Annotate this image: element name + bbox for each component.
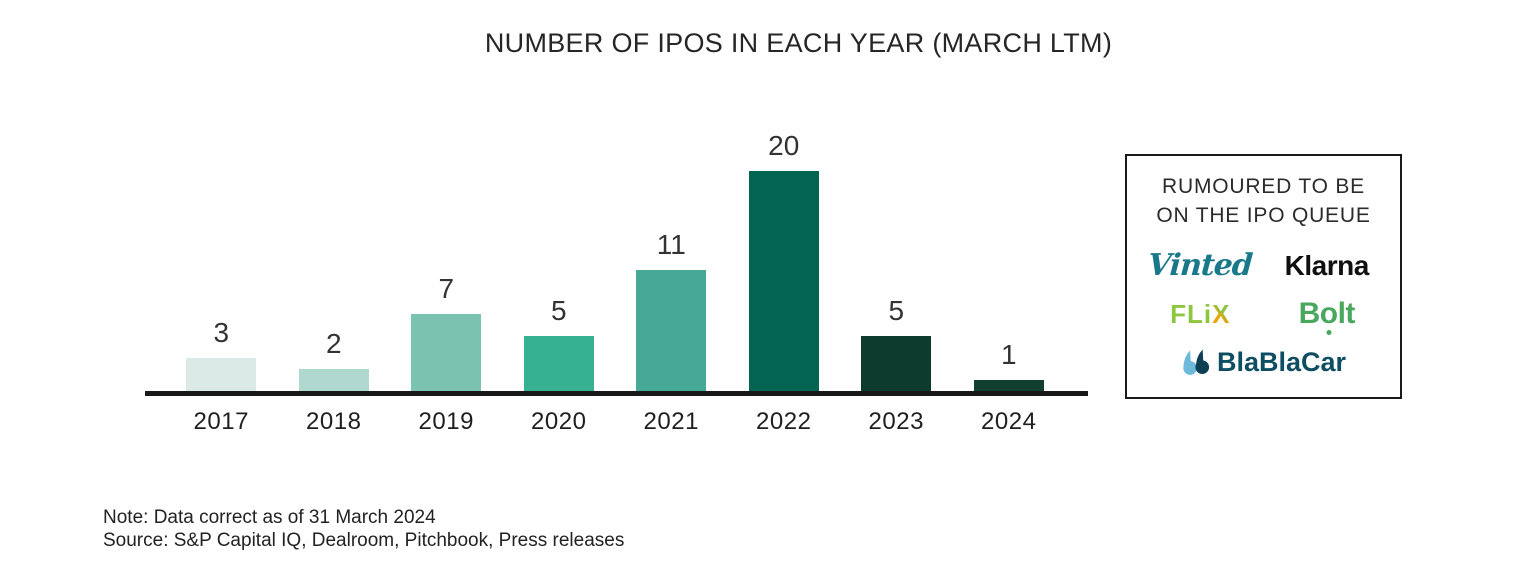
x-tick-2017: 2017 <box>193 408 249 435</box>
bar-value-label: 7 <box>438 273 455 304</box>
footnote-source: Source: S&P Capital IQ, Dealroom, Pitchb… <box>103 530 625 551</box>
bar-group-2018: 2 <box>278 106 391 391</box>
bar-group-2021: 11 <box>615 106 728 391</box>
ipo-queue-heading-line1: RUMOURED TO BE <box>1162 175 1365 198</box>
x-tick-2023: 2023 <box>868 408 924 435</box>
x-tick-2021: 2021 <box>643 408 699 435</box>
footnote-note: Note: Data correct as of 31 March 2024 <box>103 507 436 528</box>
x-tick-2024: 2024 <box>981 408 1037 435</box>
bar-2020 <box>523 336 594 391</box>
ipo-queue-heading-line2: ON THE IPO QUEUE <box>1156 204 1371 227</box>
bar-group-2023: 5 <box>840 106 953 391</box>
x-tick-2020: 2020 <box>531 408 587 435</box>
bar-2023 <box>861 336 932 391</box>
bar-value-label: 20 <box>768 130 800 161</box>
bar-value-label: 5 <box>888 295 905 326</box>
flix-logo-x: X <box>1212 299 1231 330</box>
blablacar-quotes-icon <box>1183 349 1210 375</box>
bar-2018 <box>298 369 369 391</box>
bolt-logo-b: B <box>1298 297 1321 331</box>
x-axis-line <box>145 391 1088 396</box>
klarna-logo: Klarna <box>1284 250 1370 282</box>
bar-chart: 3 2 7 5 11 20 5 1 <box>165 106 1065 391</box>
bolt-logo-lt: lt <box>1337 297 1356 331</box>
bolt-logo: Bolt <box>1298 297 1356 331</box>
x-tick-2018: 2018 <box>306 408 362 435</box>
ipo-queue-heading: RUMOURED TO BE ON THE IPO QUEUE <box>1127 172 1400 230</box>
bar-2019 <box>411 314 482 391</box>
bar-2024 <box>973 380 1044 391</box>
bar-2022 <box>748 171 819 391</box>
bar-2021 <box>636 270 707 391</box>
x-axis-labels: 2017 2018 2019 2020 2021 2022 2023 2024 <box>165 408 1065 436</box>
blablacar-logo: BlaBlaCar <box>1181 348 1346 378</box>
bar-2017 <box>186 358 257 391</box>
x-tick-2022: 2022 <box>756 408 812 435</box>
bar-group-2022: 20 <box>728 106 841 391</box>
company-logo-grid: Vinted Klarna FLiX Bolt BlaBlaCar <box>1127 242 1400 397</box>
bar-group-2019: 7 <box>390 106 503 391</box>
bolt-logo-o: o <box>1319 297 1338 331</box>
blablacar-logo-text: BlaBlaCar <box>1216 347 1347 378</box>
chart-title: NUMBER OF IPOS IN EACH YEAR (MARCH LTM) <box>484 28 1113 58</box>
bar-group-2020: 5 <box>503 106 616 391</box>
bar-group-2024: 1 <box>953 106 1066 391</box>
bar-value-label: 5 <box>550 295 567 326</box>
footnote: Note: Data correct as of 31 March 2024 S… <box>103 506 624 552</box>
bar-value-label: 1 <box>1000 339 1017 370</box>
ipo-queue-panel: RUMOURED TO BE ON THE IPO QUEUE Vinted K… <box>1125 154 1402 399</box>
bar-value-label: 11 <box>656 229 686 260</box>
bar-value-label: 3 <box>213 317 230 348</box>
vinted-logo: Vinted <box>1147 248 1254 284</box>
bar-group-2017: 3 <box>165 106 278 391</box>
bar-value-label: 2 <box>325 328 342 359</box>
flix-logo-fli: FLi <box>1170 299 1213 330</box>
x-tick-2019: 2019 <box>418 408 474 435</box>
flix-logo: FLiX <box>1170 301 1230 327</box>
